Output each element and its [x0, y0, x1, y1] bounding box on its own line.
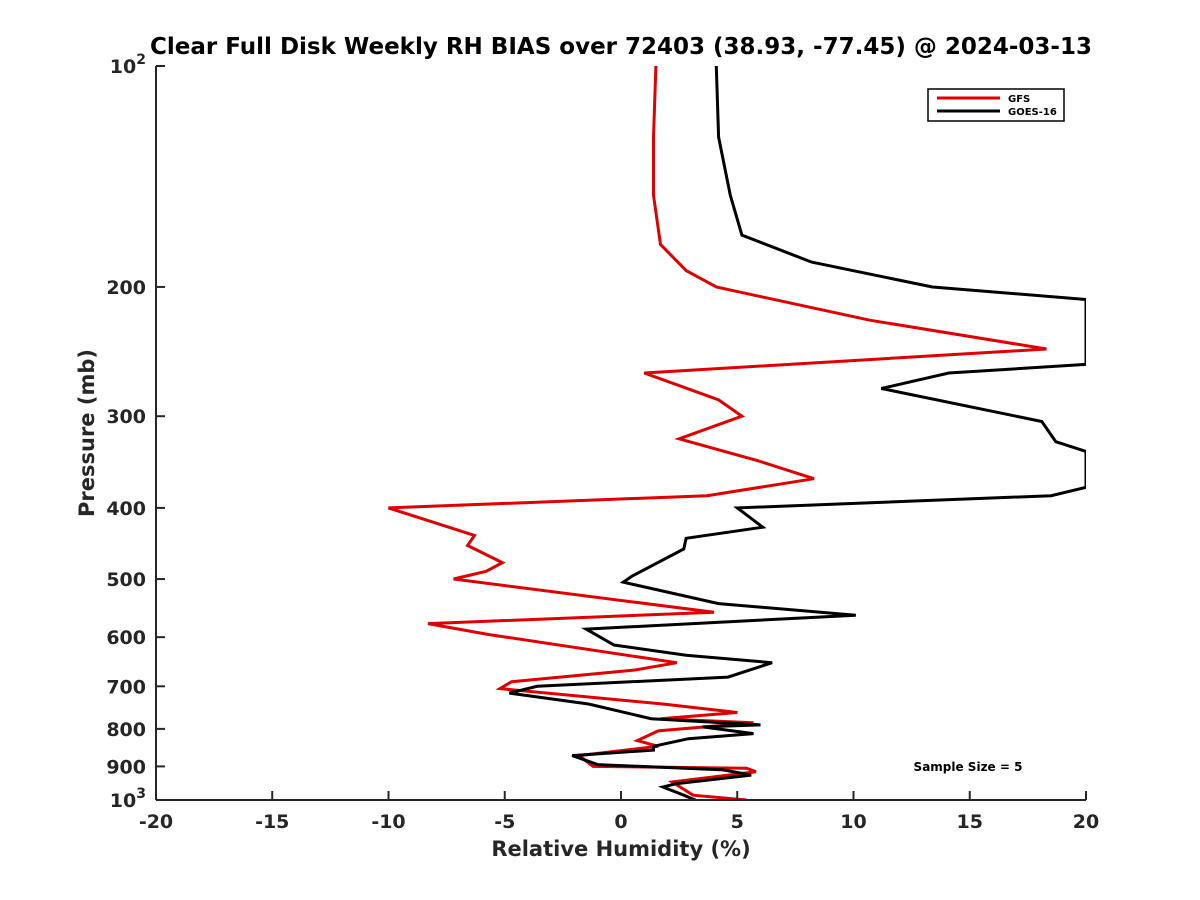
axes-layer: -20 -15 -10 -5 0 5 10 15 20 102 200 300 400 500 600 700…: [106, 52, 1099, 833]
y-tick-label: 500: [106, 569, 146, 591]
x-tick-label: 0: [614, 811, 627, 833]
legend-box: [927, 88, 1065, 122]
y-tick-label: 900: [106, 756, 146, 778]
chart-title: Clear Full Disk Weekly RH BIAS over 7240…: [150, 34, 1092, 60]
y-tick-label: 103: [110, 786, 146, 812]
y-tick-label: 600: [106, 627, 146, 649]
series-line-goes16: [509, 66, 1086, 800]
y-tick-label: 300: [106, 406, 146, 428]
x-tick-label: -15: [255, 811, 289, 833]
y-tick-label: 102: [110, 52, 146, 78]
legend: GFS GOES-16: [927, 88, 1065, 122]
y-axis-label: Pressure (mb): [75, 349, 99, 517]
series-line-gfs: [388, 66, 1047, 800]
y-tick-label: 400: [106, 498, 146, 520]
x-tick-label: -5: [494, 811, 515, 833]
x-tick-label: 15: [957, 811, 983, 833]
series-layer: [388, 66, 1086, 800]
x-tick-label: -10: [371, 811, 405, 833]
legend-label-gfs: GFS: [1008, 94, 1030, 105]
legend-label-goes16: GOES-16: [1008, 107, 1057, 118]
sample-size-annotation: Sample Size = 5: [914, 760, 1023, 774]
x-tick-label: 5: [731, 811, 744, 833]
x-tick-label: -20: [139, 811, 173, 833]
y-tick-label: 800: [106, 719, 146, 741]
x-tick-label: 10: [840, 811, 866, 833]
y-tick-label: 200: [106, 277, 146, 299]
x-axis-label: Relative Humidity (%): [491, 837, 750, 861]
x-tick-label: 20: [1073, 811, 1099, 833]
y-tick-label: 700: [106, 676, 146, 698]
